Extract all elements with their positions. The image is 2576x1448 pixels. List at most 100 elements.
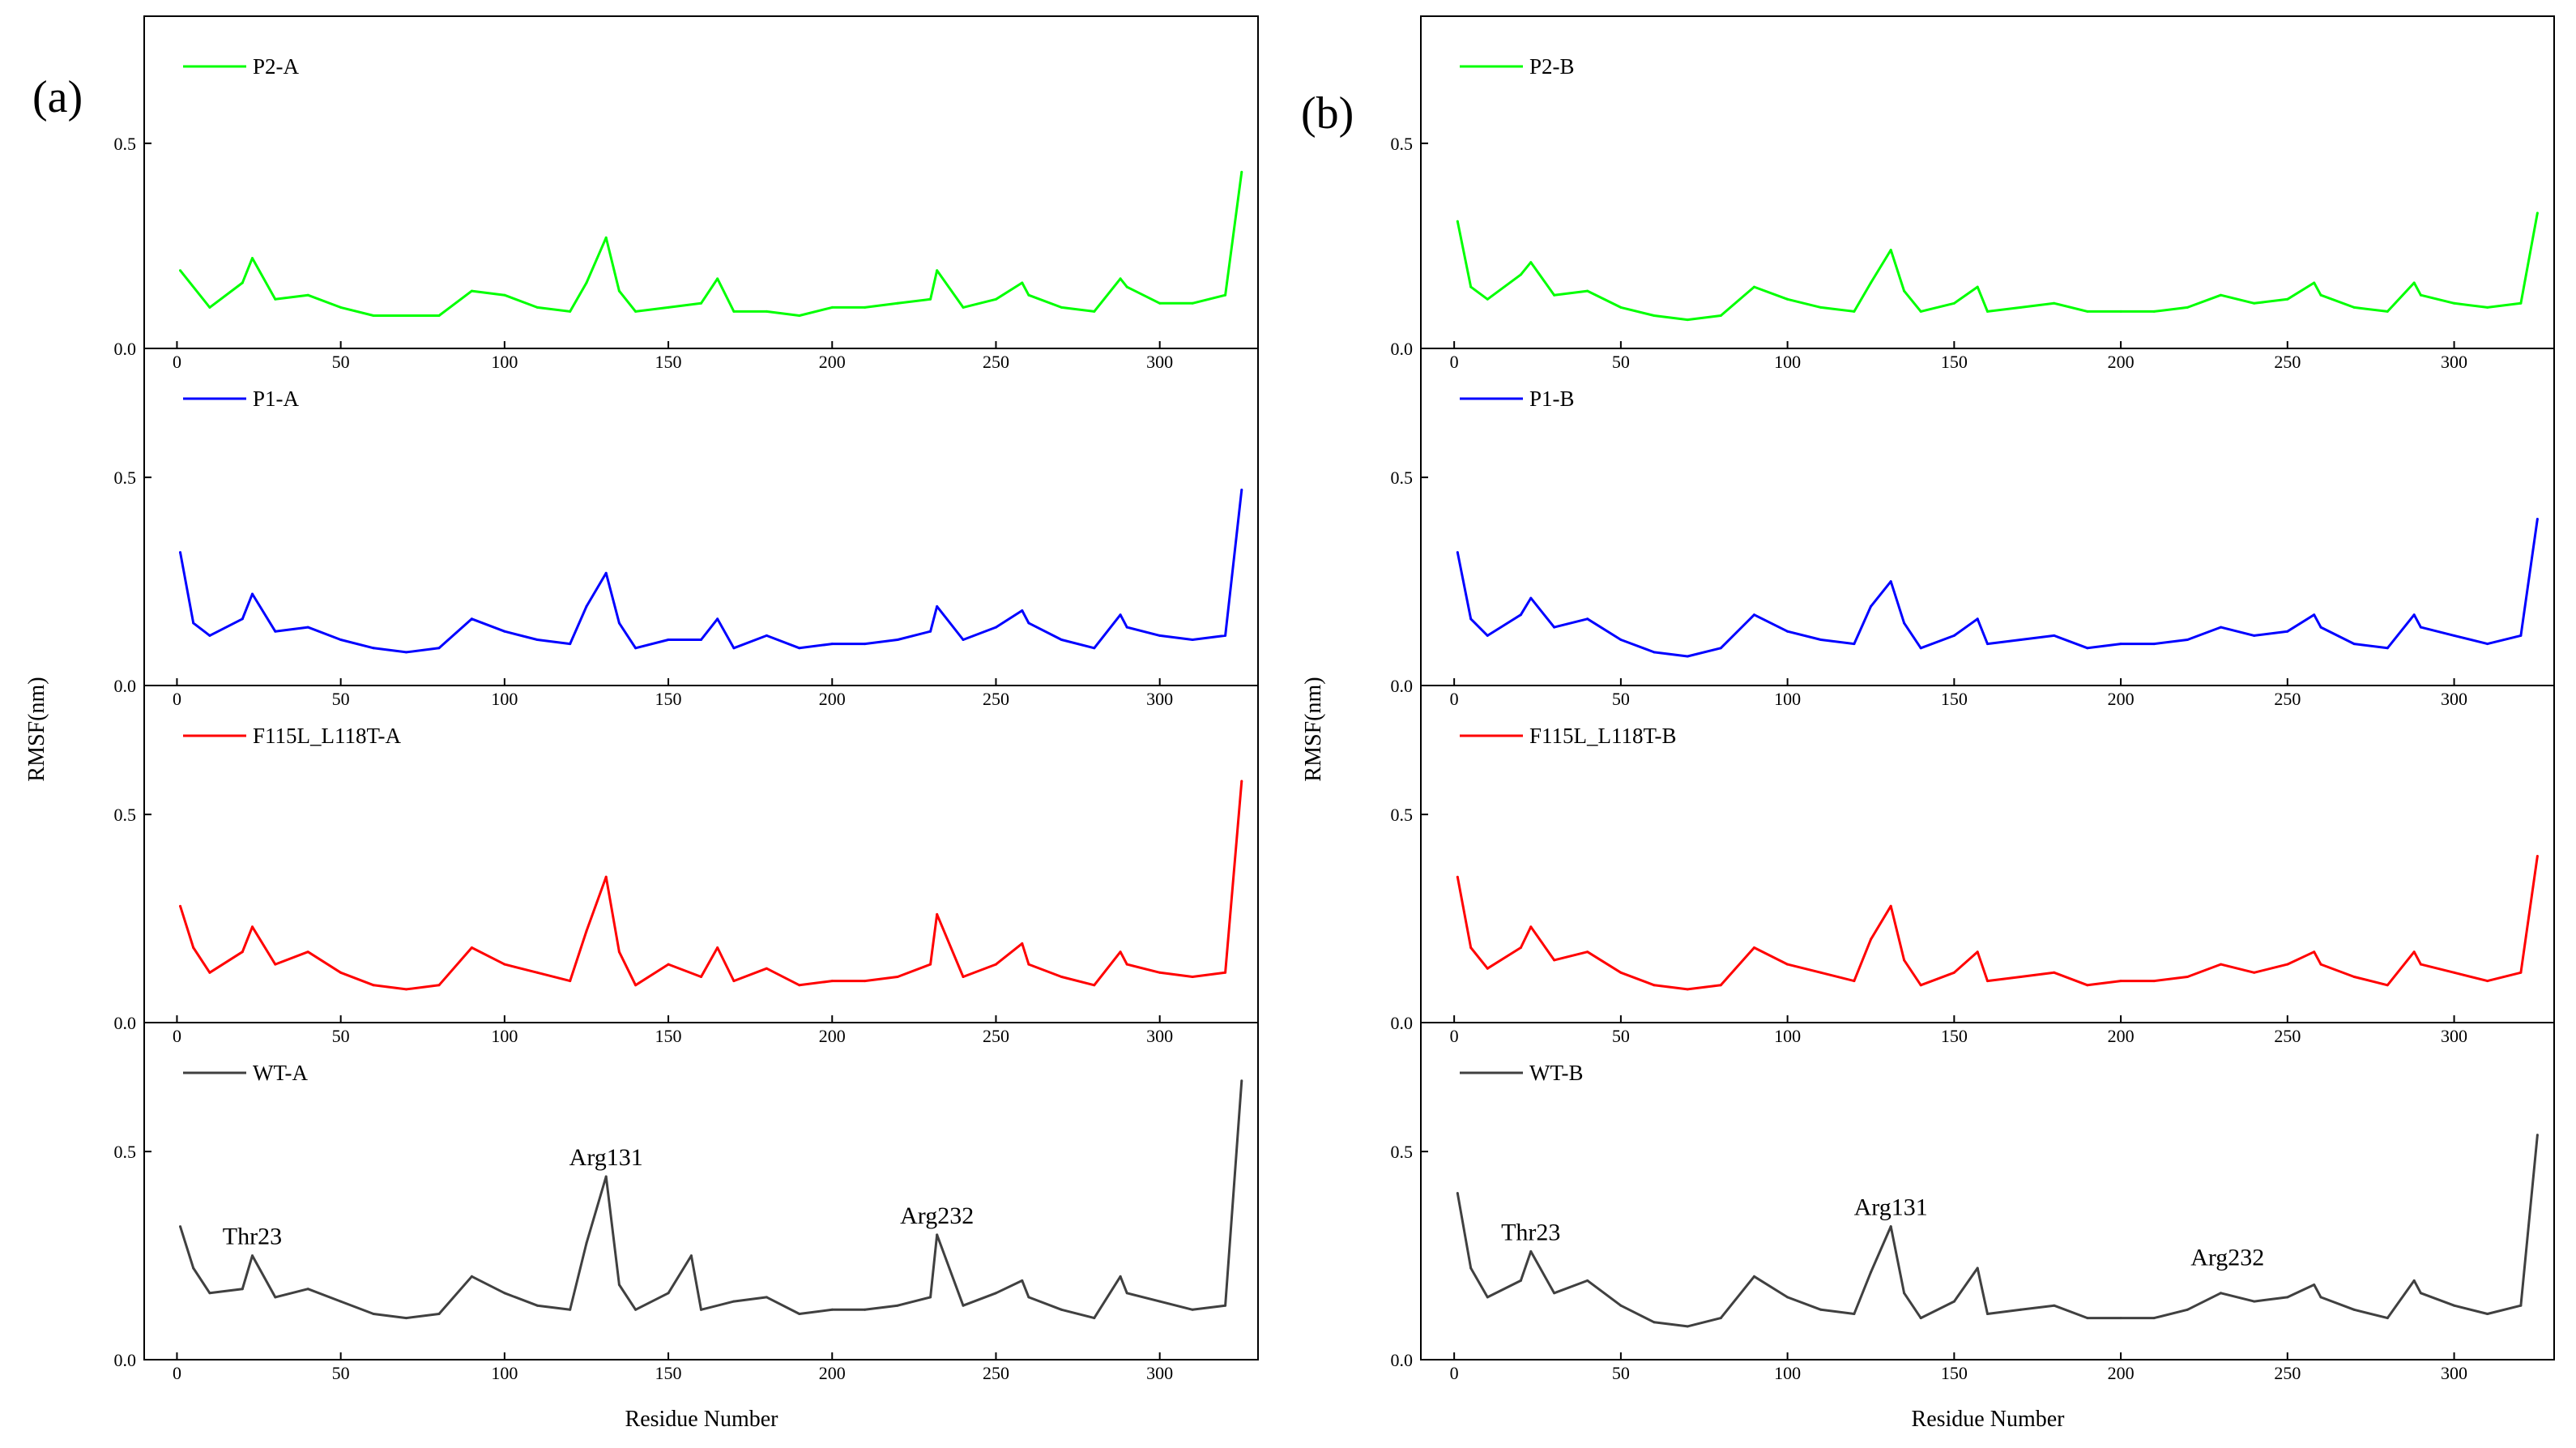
annotation-arg232: Arg232 bbox=[2190, 1244, 2264, 1271]
x-tick-label: 250 bbox=[983, 352, 1009, 372]
data-point-wt-a bbox=[372, 1313, 375, 1315]
data-point-f115l-l118t-b bbox=[2186, 976, 2189, 978]
data-point-f115l-l118t-b bbox=[1619, 971, 1623, 974]
data-point-p2-a bbox=[274, 297, 277, 301]
data-point-wt-b bbox=[1469, 1266, 1473, 1270]
data-point-p2-b bbox=[1719, 314, 1722, 317]
plot-frame-p2-b bbox=[1420, 15, 2555, 349]
data-point-wt-b bbox=[1586, 1279, 1589, 1282]
legend-label-p1-a: P1-A bbox=[253, 387, 300, 411]
data-point-p2-a bbox=[306, 293, 309, 297]
data-point-p2-b bbox=[1686, 318, 1689, 322]
data-point-f115l-l118t-a bbox=[569, 980, 572, 983]
x-tick-label: 200 bbox=[819, 352, 846, 372]
data-point-wt-b bbox=[1986, 1313, 1989, 1315]
data-point-p2-b bbox=[1903, 289, 1906, 293]
data-point-p2-a bbox=[503, 293, 506, 297]
data-point-p2-b bbox=[1456, 220, 1459, 223]
x-tick-label: 50 bbox=[332, 1026, 350, 1046]
x-tick-label: 0 bbox=[1450, 352, 1459, 372]
data-point-f115l-l118t-a bbox=[535, 971, 539, 974]
data-point-p1-b bbox=[2486, 643, 2489, 646]
data-point-wt-a bbox=[732, 1300, 736, 1303]
data-point-f115l-l118t-a bbox=[716, 946, 719, 949]
subplot-wt-b: 0 50 100 150 200 250 300 0.0 0.5 WT-B Thr23 Arg131 A… bbox=[1391, 1022, 2555, 1383]
data-point-p2-b bbox=[2019, 305, 2023, 309]
data-point-wt-a bbox=[689, 1254, 693, 1258]
data-point-f115l-l118t-a bbox=[1224, 971, 1227, 974]
data-point-f115l-l118t-a bbox=[765, 967, 768, 970]
data-point-p2-b bbox=[1986, 310, 1989, 313]
legend-label-p1-b: P1-B bbox=[1529, 387, 1575, 411]
x-tick-label: 0 bbox=[1450, 689, 1459, 709]
x-tick-label: 300 bbox=[1146, 1363, 1173, 1383]
data-point-wt-a bbox=[765, 1296, 768, 1299]
data-point-wt-b bbox=[2220, 1292, 2222, 1295]
data-point-p2-a bbox=[208, 305, 211, 309]
x-tick-label: 300 bbox=[2441, 1026, 2467, 1046]
data-point-wt-a bbox=[1027, 1296, 1030, 1299]
data-point-p2-b bbox=[2352, 305, 2356, 309]
x-tick-label: 0 bbox=[173, 1363, 181, 1383]
data-point-p1-a bbox=[798, 647, 801, 650]
data-point-p1-b bbox=[2412, 613, 2416, 617]
data-point-p1-a bbox=[995, 626, 997, 629]
data-point-p1-a bbox=[274, 630, 277, 633]
x-tick-label: 250 bbox=[2274, 352, 2301, 372]
data-point-f115l-l118t-a bbox=[470, 946, 473, 949]
data-point-p1-b bbox=[2019, 639, 2023, 641]
data-point-p2-b bbox=[1870, 281, 1872, 284]
data-point-p1-b bbox=[1586, 617, 1589, 621]
subplot-p2-a: 0 50 100 150 200 250 300 0.0 0.5 P2-A bbox=[114, 15, 1259, 372]
data-point-f115l-l118t-a bbox=[339, 971, 343, 974]
data-point-f115l-l118t-b bbox=[1753, 946, 1755, 949]
data-point-f115l-l118t-a bbox=[732, 980, 736, 983]
data-point-p2-a bbox=[700, 301, 702, 305]
data-point-f115l-l118t-b bbox=[2253, 971, 2256, 974]
x-tick-label: 250 bbox=[983, 689, 1009, 709]
x-tick-label: 0 bbox=[173, 352, 181, 372]
data-point-wt-a bbox=[896, 1304, 899, 1307]
subplot-panels: 0 50 100 150 200 250 300 0.0 0.5 P2-A 0 50 100 150 200… bbox=[114, 15, 2555, 1383]
data-point-p1-b bbox=[2419, 626, 2422, 629]
data-point-p1-b bbox=[1653, 651, 1656, 654]
data-point-wt-a bbox=[503, 1292, 506, 1295]
x-tick-label: 50 bbox=[332, 1363, 350, 1383]
data-point-p2-b bbox=[2386, 310, 2389, 313]
data-point-f115l-l118t-b bbox=[2220, 963, 2222, 966]
annotation-arg232: Arg232 bbox=[900, 1202, 974, 1229]
x-tick-label: 100 bbox=[491, 689, 518, 709]
data-point-p1-a bbox=[1093, 647, 1096, 650]
data-point-p1-b bbox=[1976, 617, 1979, 621]
data-point-p2-b bbox=[1786, 297, 1789, 301]
data-point-p1-b bbox=[2313, 613, 2316, 617]
data-point-f115l-l118t-a bbox=[798, 984, 801, 987]
x-tick-label: 100 bbox=[491, 352, 518, 372]
data-point-wt-a bbox=[405, 1317, 407, 1320]
x-tick-label: 50 bbox=[332, 689, 350, 709]
x-tick-label: 250 bbox=[2274, 1026, 2301, 1046]
x-tick-label: 0 bbox=[1450, 1026, 1459, 1046]
y-tick-label: 0.0 bbox=[1391, 1013, 1414, 1033]
data-point-p1-a bbox=[503, 630, 506, 633]
data-point-p2-a bbox=[765, 310, 768, 313]
data-point-p1-a bbox=[864, 643, 867, 646]
x-tick-label: 150 bbox=[1941, 1363, 1968, 1383]
data-point-p2-a bbox=[1240, 170, 1243, 173]
data-point-wt-b bbox=[1686, 1325, 1689, 1328]
data-point-wt-b bbox=[1819, 1308, 1823, 1311]
plot-frame-p1-b bbox=[1420, 348, 2555, 686]
x-tick-label: 300 bbox=[2441, 689, 2467, 709]
data-point-wt-b bbox=[2319, 1296, 2322, 1299]
data-point-wt-a bbox=[1158, 1300, 1162, 1303]
x-tick-label: 0 bbox=[173, 1026, 181, 1046]
data-point-p2-a bbox=[339, 305, 343, 309]
subplot-p1-a: 0 50 100 150 200 250 300 0.0 0.5 P1-A bbox=[114, 348, 1259, 709]
annotation-arg131: Arg131 bbox=[569, 1144, 643, 1171]
y-tick-label: 0.0 bbox=[114, 339, 137, 359]
data-point-wt-b bbox=[2186, 1308, 2189, 1311]
data-point-wt-a bbox=[585, 1241, 588, 1245]
x-tick-label: 200 bbox=[2108, 689, 2135, 709]
x-tick-label: 0 bbox=[173, 689, 181, 709]
data-point-p1-b bbox=[1553, 626, 1556, 629]
